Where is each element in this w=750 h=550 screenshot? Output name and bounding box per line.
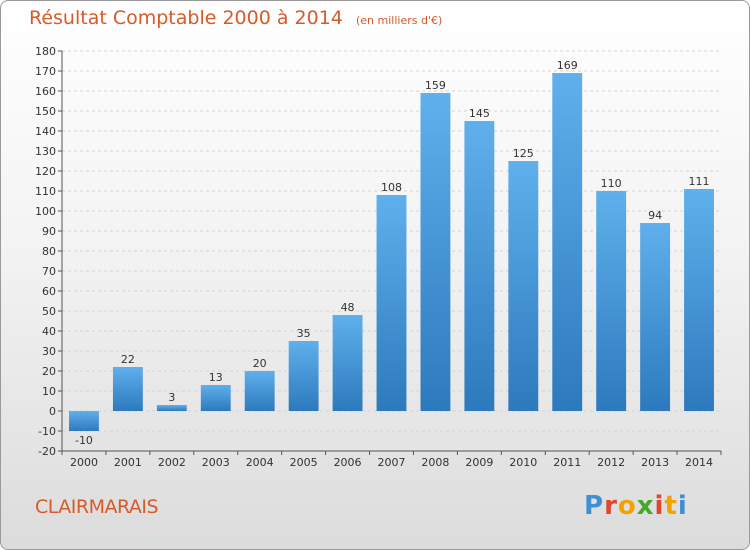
- y-tick-label: 20: [42, 365, 56, 378]
- bar: [244, 371, 275, 411]
- value-label: 111: [689, 175, 710, 188]
- bar: [552, 73, 583, 411]
- value-label: 22: [121, 353, 135, 366]
- bar: [640, 223, 671, 411]
- bar: [420, 93, 451, 411]
- proxiti-logo: Proxiti: [584, 491, 688, 521]
- chart-header: Résultat Comptable 2000 à 2014 (en milli…: [29, 7, 442, 29]
- y-tick-label: 160: [35, 85, 56, 98]
- x-tick-label: 2003: [202, 456, 230, 469]
- x-tick-label: 2014: [685, 456, 713, 469]
- y-tick-label: 110: [35, 185, 56, 198]
- axes: [61, 51, 721, 452]
- value-label: 169: [557, 59, 578, 72]
- bar: [200, 385, 231, 411]
- y-tick-label: 130: [35, 145, 56, 158]
- y-tick-label: 140: [35, 125, 56, 138]
- value-label: 159: [425, 79, 446, 92]
- x-tick-label: 2002: [158, 456, 186, 469]
- commune-name: CLAIRMARAIS: [35, 496, 159, 518]
- x-tick-label: 2013: [641, 456, 669, 469]
- chart-unit: (en milliers d'€): [355, 14, 443, 27]
- x-tick-label: 2008: [421, 456, 449, 469]
- bar: [596, 191, 627, 411]
- bar: [112, 367, 143, 411]
- y-tick-label: 60: [42, 285, 56, 298]
- y-axis-ticks: -20 -10 0 10 20 30 40 50 60 70 80 90 100 110 120 130 140…: [35, 45, 62, 458]
- y-tick-label: -10: [38, 425, 56, 438]
- value-label: 110: [601, 177, 622, 190]
- bar: [464, 121, 495, 411]
- bar: [156, 405, 187, 411]
- value-label: 125: [513, 147, 534, 160]
- bar: [376, 195, 407, 411]
- value-label: 145: [469, 107, 490, 120]
- x-tick-label: 2011: [553, 456, 581, 469]
- y-tick-label: 40: [42, 325, 56, 338]
- y-tick-label: 150: [35, 105, 56, 118]
- bar: [684, 189, 714, 411]
- x-tick-label: 2009: [465, 456, 493, 469]
- x-tick-label: 2005: [290, 456, 318, 469]
- value-label: 3: [168, 391, 175, 404]
- x-tick-label: 2006: [334, 456, 362, 469]
- y-tick-label: 50: [42, 305, 56, 318]
- y-tick-label: 10: [42, 385, 56, 398]
- x-tick-label: 2004: [246, 456, 274, 469]
- bar: [508, 161, 539, 411]
- y-tick-label: -20: [38, 445, 56, 458]
- value-label: 13: [209, 371, 223, 384]
- x-tick-label: 2010: [509, 456, 537, 469]
- y-tick-label: 80: [42, 245, 56, 258]
- bar: [288, 341, 319, 411]
- value-label: -10: [75, 434, 93, 447]
- value-label: 108: [381, 181, 402, 194]
- y-tick-label: 170: [35, 65, 56, 78]
- x-tick-label: 2001: [114, 456, 142, 469]
- bar: [69, 411, 99, 431]
- y-tick-label: 120: [35, 165, 56, 178]
- bar: [332, 315, 363, 411]
- y-tick-label: 0: [49, 405, 56, 418]
- x-axis-ticks: 2000 2001 2002 2003 2004 2005 2006 2007 2008 2009…: [61, 451, 722, 469]
- value-labels: -10 22 3 13 20 35 48 108 159 145 125 169 110 94 111: [75, 59, 710, 447]
- chart-title: Résultat Comptable 2000 à 2014: [29, 7, 343, 29]
- x-tick-label: 2007: [378, 456, 406, 469]
- y-tick-label: 180: [35, 45, 56, 58]
- y-tick-label: 70: [42, 265, 56, 278]
- value-label: 94: [648, 209, 662, 222]
- value-label: 48: [341, 301, 355, 314]
- y-tick-label: 90: [42, 225, 56, 238]
- value-label: 35: [297, 327, 311, 340]
- x-tick-label: 2012: [597, 456, 625, 469]
- value-label: 20: [253, 357, 267, 370]
- x-tick-label: 2000: [70, 456, 98, 469]
- y-tick-label: 100: [35, 205, 56, 218]
- y-tick-label: 30: [42, 345, 56, 358]
- bars: [69, 73, 714, 431]
